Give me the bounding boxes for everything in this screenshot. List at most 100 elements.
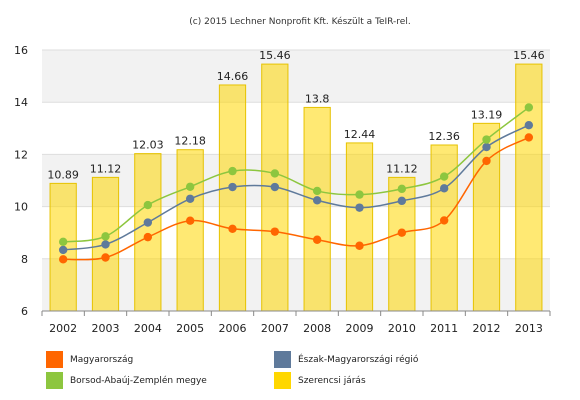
legend-swatch-magyarorszag xyxy=(46,351,63,368)
data-label-2004: 12.03 xyxy=(132,139,164,152)
point-eszak-magyarorszagi-regio-2005 xyxy=(185,194,195,203)
legend-swatch-szerencsi-jaras xyxy=(274,372,291,389)
gridlines xyxy=(42,49,550,312)
point-magyarorszag-2013 xyxy=(524,133,534,142)
point-borsod-abauj-zemplen-megye-2002 xyxy=(58,237,68,247)
point-borsod-abauj-zemplen-megye-2004 xyxy=(143,200,153,210)
bar-szerencsi-jaras-2013 xyxy=(515,63,543,312)
point-borsod-abauj-zemplen-megye-2007 xyxy=(270,169,280,178)
point-eszak-magyarorszagi-regio-2004 xyxy=(143,218,153,227)
point-borsod-abauj-zemplen-megye-2011 xyxy=(439,172,449,181)
point-magyarorszag-2005 xyxy=(185,216,195,225)
data-label-2011: 12.36 xyxy=(428,130,460,143)
plot-band xyxy=(42,206,550,259)
x-tick-label-2007: 2007 xyxy=(261,322,289,335)
legend-label-szerencsi-jaras: Szerencsi járás xyxy=(298,375,366,386)
bar-szerencsi-jaras-2012 xyxy=(472,122,501,312)
point-eszak-magyarorszagi-regio-2009 xyxy=(355,203,364,212)
legend-label-borsod-abauj-zemplen-megye: Borsod-Abaúj-Zemplén megye xyxy=(70,375,207,386)
x-tick-label-2005: 2005 xyxy=(176,322,204,335)
legend: Magyarország Észak-Magyarországi régió B… xyxy=(0,344,580,400)
data-label-2006: 14.66 xyxy=(217,70,249,83)
data-label-2008: 13.8 xyxy=(305,92,330,105)
line-borsod-abauj-zemplen-megye xyxy=(63,106,530,243)
point-borsod-abauj-zemplen-megye-2006 xyxy=(228,166,237,176)
legend-item-eszak-magyarorszagi-regio: Észak-Magyarországi régió xyxy=(274,351,418,368)
point-magyarorszag-2006 xyxy=(228,224,237,233)
chart-svg: (c) 2015 Lechner Nonprofit Kft. Készült … xyxy=(14,16,551,335)
y-tick-label: 10 xyxy=(14,201,28,214)
point-magyarorszag-2009 xyxy=(355,241,364,250)
data-label-2007: 15.46 xyxy=(259,49,291,62)
y-tick-label: 14 xyxy=(14,96,28,109)
x-tick-label-2010: 2010 xyxy=(388,322,416,335)
x-tick-label-2009: 2009 xyxy=(346,322,374,335)
point-magyarorszag-2012 xyxy=(482,156,491,166)
plot-band xyxy=(42,258,550,311)
data-label-2010: 11.12 xyxy=(386,162,418,175)
y-tick-label: 12 xyxy=(14,148,28,161)
y-tick-label: 8 xyxy=(21,253,28,266)
point-eszak-magyarorszagi-regio-2011 xyxy=(439,184,449,193)
point-magyarorszag-2008 xyxy=(312,235,322,244)
point-borsod-abauj-zemplen-megye-2013 xyxy=(524,103,534,112)
data-label-2005: 12.18 xyxy=(174,135,206,148)
x-tick-label-2012: 2012 xyxy=(473,322,501,335)
bar-szerencsi-jaras-2002 xyxy=(49,182,77,312)
x-tick-label-2008: 2008 xyxy=(303,322,331,335)
point-borsod-abauj-zemplen-megye-2003 xyxy=(101,232,110,241)
plot-band xyxy=(42,154,550,207)
point-magyarorszag-2004 xyxy=(143,232,153,242)
point-borsod-abauj-zemplen-megye-2005 xyxy=(185,182,195,191)
chart-credit: (c) 2015 Lechner Nonprofit Kft. Készült … xyxy=(189,16,410,27)
point-magyarorszag-2002 xyxy=(58,255,68,264)
data-label-2003: 11.12 xyxy=(90,162,122,175)
data-label-2002: 10.89 xyxy=(47,168,79,181)
bar-szerencsi-jaras-2005 xyxy=(176,149,204,312)
point-eszak-magyarorszagi-regio-2012 xyxy=(482,142,491,152)
point-magyarorszag-2011 xyxy=(439,216,449,225)
bar-szerencsi-jaras-2006 xyxy=(218,84,247,312)
point-eszak-magyarorszagi-regio-2003 xyxy=(101,240,110,249)
point-eszak-magyarorszagi-regio-2013 xyxy=(524,120,534,130)
x-tick-label-2002: 2002 xyxy=(49,322,77,335)
plot-band xyxy=(42,50,550,103)
data-label-2013: 15.46 xyxy=(513,49,545,62)
point-borsod-abauj-zemplen-megye-2012 xyxy=(482,135,491,144)
legend-swatch-borsod-abauj-zemplen-megye xyxy=(46,372,63,389)
series-points xyxy=(58,103,534,264)
legend-swatch-eszak-magyarorszagi-regio xyxy=(274,351,291,368)
legend-label-eszak-magyarorszagi-regio: Észak-Magyarországi régió xyxy=(298,354,419,365)
legend-label-magyarorszag: Magyarország xyxy=(70,354,134,365)
data-labels: 10.89 11.12 12.03 12.18 14.66 15.46 13.8 12.44 1… xyxy=(47,49,544,181)
bar-szerencsi-jaras-2009 xyxy=(345,142,374,312)
legend-item-borsod-abauj-zemplen-megye: Borsod-Abaúj-Zemplén megye xyxy=(46,372,207,389)
x-tick-label-2013: 2013 xyxy=(515,322,543,335)
bar-szerencsi-jaras-2008 xyxy=(303,106,331,312)
x-tick-label-2006: 2006 xyxy=(219,322,247,335)
x-tick-label-2011: 2011 xyxy=(430,322,458,335)
point-borsod-abauj-zemplen-megye-2010 xyxy=(397,184,407,194)
axes: 6 8 10 12 14 16 2002 2003 2004 2005 2006 2007 2008 20… xyxy=(14,44,551,335)
point-magyarorszag-2003 xyxy=(101,253,110,262)
x-tick-label-2004: 2004 xyxy=(134,322,162,335)
point-borsod-abauj-zemplen-megye-2009 xyxy=(355,190,364,199)
point-eszak-magyarorszagi-regio-2006 xyxy=(228,182,237,192)
point-eszak-magyarorszagi-regio-2007 xyxy=(270,182,280,192)
legend-item-magyarorszag: Magyarország xyxy=(46,351,133,368)
point-eszak-magyarorszagi-regio-2002 xyxy=(58,245,68,255)
data-label-2012: 13.19 xyxy=(471,108,503,121)
point-magyarorszag-2007 xyxy=(270,227,280,236)
point-magyarorszag-2010 xyxy=(397,228,407,237)
y-tick-label: 16 xyxy=(14,44,28,57)
plot-band xyxy=(42,102,550,155)
data-label-2009: 12.44 xyxy=(344,128,376,141)
point-eszak-magyarorszagi-regio-2010 xyxy=(397,196,407,206)
point-eszak-magyarorszagi-regio-2008 xyxy=(312,196,322,205)
bars xyxy=(49,63,543,312)
legend-item-szerencsi-jaras: Szerencsi járás xyxy=(274,372,366,389)
x-tick-label-2003: 2003 xyxy=(92,322,120,335)
y-tick-label: 6 xyxy=(21,305,28,318)
point-borsod-abauj-zemplen-megye-2008 xyxy=(312,186,322,196)
